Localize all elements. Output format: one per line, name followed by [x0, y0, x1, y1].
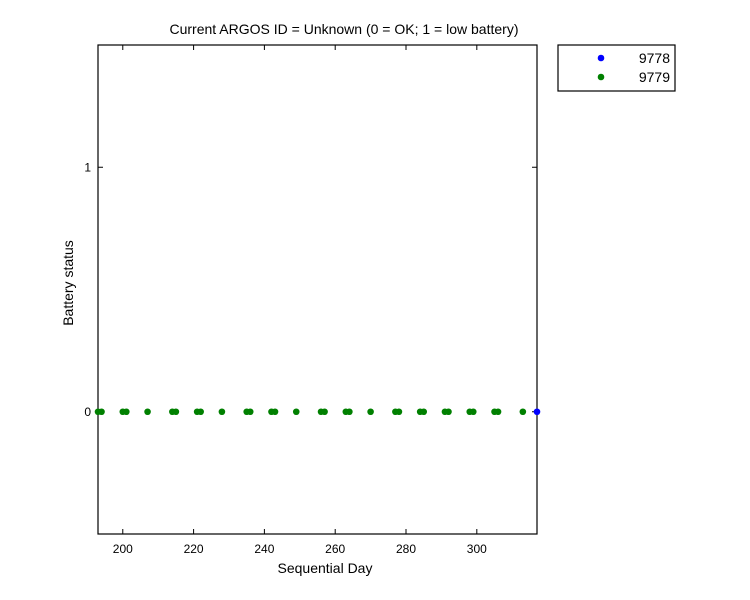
y-tick-label: 1 [84, 160, 91, 174]
data-markers [94, 408, 541, 416]
legend-label: 9778 [639, 50, 670, 66]
plot-frame [97, 44, 538, 535]
x-tick-label: 260 [325, 542, 345, 556]
x-tick-label: 300 [467, 542, 487, 556]
x-axis-ticks: 200 220 240 260 280 300 [113, 45, 487, 556]
x-tick-label: 220 [184, 542, 204, 556]
data-point-9779 [123, 408, 130, 416]
data-point-9779 [469, 408, 477, 416]
legend-marker-9778 [597, 54, 605, 62]
x-tick-label: 240 [254, 542, 274, 556]
data-point-9779 [494, 408, 502, 416]
data-point-9779 [367, 408, 374, 416]
data-point-9779 [172, 408, 180, 416]
data-point-9779 [218, 408, 226, 416]
data-point-9779 [271, 408, 279, 416]
legend-entries: 9778 9779 [597, 50, 670, 85]
legend-marker-9779 [597, 73, 605, 81]
data-point-9779 [346, 408, 353, 416]
data-point-9779 [98, 408, 105, 416]
data-point-9779 [292, 408, 300, 416]
x-tick-label: 200 [113, 542, 133, 556]
chart-title: Current ARGOS ID = Unknown (0 = OK; 1 = … [170, 21, 519, 37]
data-point-9779 [144, 408, 151, 416]
x-tick-label: 280 [396, 542, 416, 556]
data-point-9779 [420, 408, 428, 416]
data-point-9778 [533, 408, 541, 416]
x-axis-label: Sequential Day [278, 560, 373, 576]
data-point-9779 [321, 408, 328, 416]
y-tick-label: 0 [84, 405, 91, 419]
legend: 9778 9779 [557, 44, 676, 92]
data-point-9779 [197, 408, 204, 416]
data-point-9779 [395, 408, 403, 416]
data-point-9779 [519, 408, 527, 416]
legend-box [557, 44, 676, 92]
data-point-9779 [246, 408, 254, 416]
legend-label: 9779 [639, 69, 670, 85]
plot-area: 200 220 240 260 280 300 0 1 [84, 44, 541, 556]
y-axis-label: Battery status [60, 240, 76, 326]
data-point-9779 [445, 408, 452, 416]
